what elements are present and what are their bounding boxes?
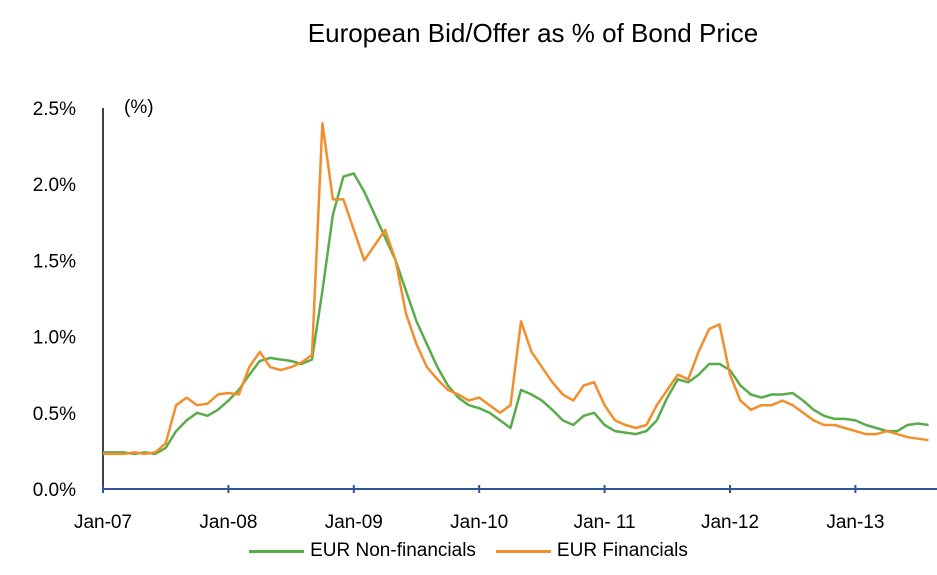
x-tick-label: Jan-08: [199, 512, 257, 533]
x-tick-label: Jan-09: [325, 512, 383, 533]
y-tick-label: 0.5%: [33, 404, 76, 425]
y-tick-label: 0.0%: [33, 480, 76, 501]
series-line-non-financials: [103, 172, 929, 456]
legend: EUR Non-financials EUR Financials: [0, 540, 937, 562]
legend-label-non-financials: EUR Non-financials: [310, 540, 476, 561]
x-tick-label: Jan-10: [450, 512, 508, 533]
legend-item-financials: EUR Financials: [495, 540, 688, 562]
y-tick-label: 1.0%: [33, 328, 76, 349]
x-tick-label: Jan- 11: [574, 512, 636, 533]
chart-title: European Bid/Offer as % of Bond Price: [307, 18, 759, 48]
line-chart: 0.0%0.5%1.0%1.5%2.0%2.5% Jan-07 Jan-08 Jan…: [33, 99, 937, 533]
legend-item-non-financials: EUR Non-financials: [249, 540, 476, 562]
y-tick-labels: 0.0% 0.5% 1.0% 1.5% 2.0% 2.5%: [33, 99, 76, 501]
x-tick-label: Jan-07: [74, 512, 132, 533]
series-lines: [103, 121, 929, 456]
y-tick-label: 2.5%: [33, 99, 76, 120]
y-tick-label: 2.0%: [33, 175, 76, 196]
x-tick-label: Jan-13: [826, 512, 884, 533]
series-line-financials: [103, 121, 929, 456]
legend-swatch-financials: [495, 549, 551, 553]
unit-label: (%): [124, 97, 154, 118]
x-ticks: Jan-07 Jan-08 Jan-09 Jan-10 Jan- 11 Jan-12 Jan…: [74, 485, 884, 533]
legend-label-financials: EUR Financials: [556, 540, 688, 561]
x-tick-label: Jan-12: [701, 512, 759, 533]
legend-swatch-non-financials: [249, 549, 305, 553]
y-tick-label: 1.5%: [33, 251, 76, 272]
